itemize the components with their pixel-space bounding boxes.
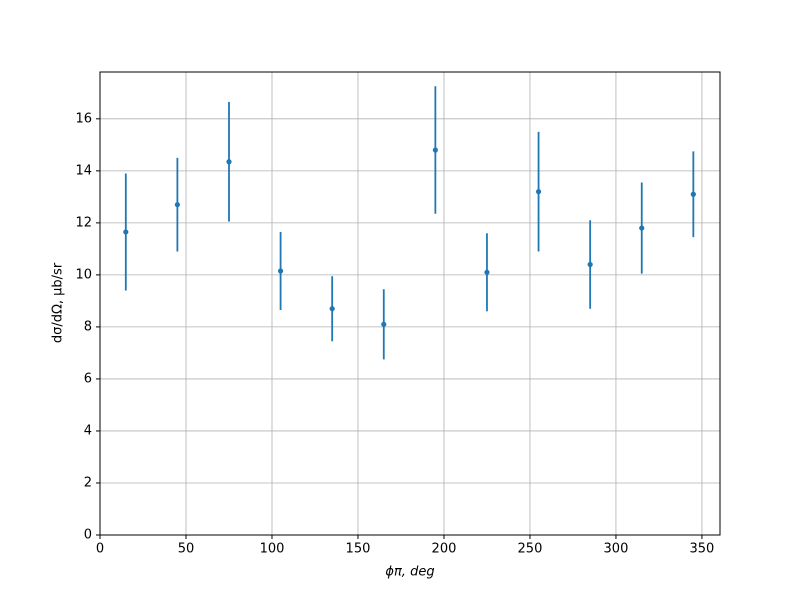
data-point: [639, 225, 645, 231]
data-point: [123, 229, 129, 235]
data-point: [277, 268, 284, 274]
data-point: [226, 159, 232, 165]
x-tick-label: 150: [346, 542, 371, 557]
x-tick-label: 50: [178, 542, 195, 557]
y-tick-label: 4: [84, 423, 92, 438]
data-point: [690, 191, 696, 197]
x-tick-label: 100: [260, 542, 285, 557]
data-point: [174, 202, 180, 208]
x-tick-label: 300: [604, 542, 629, 557]
y-tick-label: 2: [84, 475, 92, 490]
data-point: [535, 189, 542, 195]
plot-frame: [99, 71, 721, 536]
data-point: [381, 321, 387, 327]
y-tick-label: 14: [75, 163, 92, 178]
y-tick-label: 6: [84, 371, 92, 386]
y-tick-label: 10: [75, 267, 92, 282]
y-axis-label: dσ/dΩ, μb/sr: [51, 262, 66, 343]
data-point: [329, 306, 335, 312]
y-tick-label: 0: [84, 528, 92, 543]
x-tick-label: 200: [432, 542, 457, 557]
x-tick-label: 350: [690, 542, 715, 557]
y-tick-label: 12: [75, 215, 92, 230]
y-tick-label: 8: [84, 319, 92, 334]
y-tick-label: 16: [75, 111, 92, 126]
x-tick-label: 250: [518, 542, 543, 557]
x-axis-label: ϕπ, deg: [385, 565, 434, 580]
x-tick-label: 0: [96, 542, 104, 557]
data-point: [484, 269, 490, 275]
data-point: [587, 261, 593, 268]
data-point: [432, 147, 438, 153]
